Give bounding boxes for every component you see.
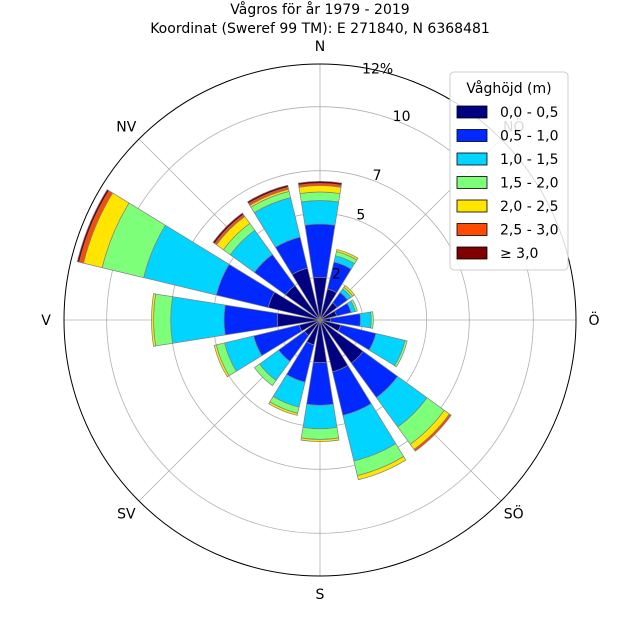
bar-3-bin-3	[350, 299, 358, 312]
direction-label-V: V	[41, 313, 51, 329]
bar-14-bin-6	[212, 212, 244, 244]
bar-8-bin-2	[302, 403, 338, 430]
bar-11-bin-4	[213, 344, 230, 378]
legend-label-3: 1,5 - 2,0	[500, 176, 558, 192]
bar-5-bin-3	[394, 339, 408, 368]
rose-bars	[63, 63, 577, 577]
bar-15-bin-6	[247, 184, 289, 205]
legend-swatch-4	[456, 199, 488, 213]
legend-label-0: 0,0 - 0,5	[500, 105, 558, 121]
bar-12-bin-2	[170, 296, 226, 344]
legend-swatch-1	[456, 129, 488, 142]
legend: Våghöjd (m) 0,0 - 0,5 0,5 - 1,0 1,0 - 1,5 1,…	[449, 71, 569, 271]
bar-4-bin-2	[359, 311, 372, 329]
chart-subtitle: Koordinat (Sweref 99 TM): E 271840, N 63…	[150, 21, 490, 37]
bar-0-bin-2	[300, 200, 340, 226]
legend-swatch-3	[456, 176, 488, 189]
legend-swatch-2	[456, 152, 488, 166]
bar-8-bin-3	[300, 427, 340, 440]
bar-1-bin-4	[336, 249, 359, 261]
direction-label-S: S	[316, 587, 325, 603]
radial-tick-label-0: 2	[332, 267, 341, 283]
radial-outer-label: 12%	[362, 62, 393, 78]
plot-frame	[63, 63, 577, 577]
bar-12-bin-4	[151, 293, 157, 347]
direction-label-SV: SV	[117, 507, 136, 523]
bar-4-bin-3	[370, 311, 374, 329]
direction-label-Ö: Ö	[588, 311, 599, 329]
bar-6-bin-5	[413, 413, 452, 452]
bar-12-bin-3	[153, 293, 173, 347]
bar-7-bin-4	[356, 455, 407, 481]
radial-tick-label-1: 5	[356, 208, 365, 224]
chart-title: Vågros för år 1979 - 2019	[230, 1, 409, 18]
bar-9-bin-4	[268, 401, 299, 416]
legend-swatch-0	[456, 105, 488, 119]
legend-label-5: 2,5 - 3,0	[500, 223, 558, 239]
legend-title: Våghöjd (m)	[466, 80, 551, 97]
radial-tick-label-2: 7	[373, 168, 382, 184]
legend-label-2: 1,0 - 1,5	[500, 152, 558, 168]
bar-0-bin-6	[297, 181, 343, 186]
bar-13-bin-6	[76, 189, 110, 263]
bar-0-bin-3	[299, 191, 341, 203]
bar-8-bin-4	[300, 437, 340, 442]
direction-label-NV: NV	[116, 119, 136, 135]
radial-tick-label-3: 10	[393, 109, 411, 125]
legend-label-4: 2,0 - 2,5	[500, 199, 558, 215]
direction-label-N: N	[315, 39, 325, 55]
legend-swatch-6	[456, 246, 488, 260]
legend-swatch-5	[456, 223, 488, 236]
direction-label-SÖ: SÖ	[504, 505, 524, 523]
axis-labels: NNVVSVSSÖÖNÖ2571012%	[41, 39, 599, 603]
legend-box	[449, 71, 569, 271]
bar-10-bin-3	[253, 363, 277, 387]
bar-2-bin-4	[343, 284, 356, 297]
legend-label-6: ≥ 3,0	[500, 246, 538, 262]
legend-label-1: 0,5 - 1,0	[500, 129, 558, 145]
